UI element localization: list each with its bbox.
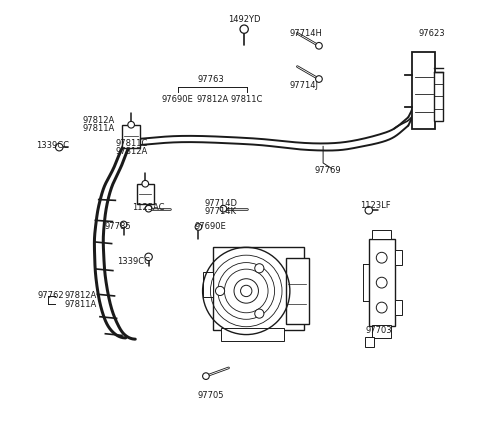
Bar — [286, 258, 309, 324]
Text: 97812A: 97812A — [197, 95, 229, 104]
Circle shape — [216, 286, 225, 296]
Text: 97690E: 97690E — [194, 222, 226, 231]
Circle shape — [142, 181, 149, 187]
Text: 97811A: 97811A — [82, 124, 114, 134]
Polygon shape — [203, 272, 213, 297]
Circle shape — [220, 205, 227, 212]
Text: 97762: 97762 — [37, 291, 64, 301]
Text: 97703: 97703 — [366, 326, 393, 335]
Bar — [372, 230, 391, 239]
Circle shape — [195, 223, 202, 230]
Bar — [369, 239, 395, 326]
Text: 1339CC: 1339CC — [118, 257, 151, 266]
Bar — [434, 72, 443, 121]
Circle shape — [376, 252, 387, 263]
Circle shape — [376, 277, 387, 288]
Circle shape — [255, 309, 264, 318]
Bar — [365, 337, 374, 347]
Text: 97714K: 97714K — [204, 207, 237, 217]
Bar — [213, 247, 304, 330]
Circle shape — [203, 373, 209, 379]
Text: 97785: 97785 — [105, 222, 132, 231]
Text: 97705: 97705 — [198, 391, 224, 400]
Circle shape — [145, 253, 152, 261]
Text: 97714H: 97714H — [290, 29, 323, 38]
Text: 1125AC: 1125AC — [132, 204, 165, 212]
Text: 97714D: 97714D — [204, 199, 238, 208]
Bar — [137, 184, 154, 204]
Text: 1123LF: 1123LF — [360, 201, 391, 210]
Circle shape — [255, 264, 264, 273]
Text: 97812A: 97812A — [65, 291, 97, 301]
Text: 97812A: 97812A — [82, 116, 114, 125]
Text: 1492YD: 1492YD — [228, 15, 261, 24]
Circle shape — [376, 302, 387, 313]
Text: 1339CC: 1339CC — [36, 141, 70, 150]
Circle shape — [240, 285, 252, 297]
Bar — [395, 250, 402, 265]
Text: 97690E: 97690E — [162, 95, 193, 104]
Circle shape — [365, 206, 372, 214]
Circle shape — [316, 42, 322, 49]
Text: 97769: 97769 — [315, 166, 341, 175]
Circle shape — [240, 25, 248, 33]
Bar — [372, 326, 391, 338]
Text: 97623: 97623 — [419, 29, 445, 38]
Bar — [395, 300, 402, 315]
Circle shape — [56, 143, 63, 151]
Circle shape — [120, 221, 127, 228]
Text: 97714J: 97714J — [290, 81, 319, 90]
Text: 97812A: 97812A — [115, 147, 147, 156]
Bar — [412, 52, 435, 129]
Circle shape — [128, 121, 134, 128]
Text: 97763: 97763 — [198, 75, 224, 84]
Text: 97811A: 97811A — [65, 300, 97, 309]
Bar — [221, 328, 284, 341]
Circle shape — [145, 205, 152, 212]
Text: 97811C: 97811C — [230, 95, 263, 104]
Circle shape — [316, 76, 322, 82]
Text: 97811C: 97811C — [115, 139, 148, 148]
Bar — [121, 125, 140, 148]
